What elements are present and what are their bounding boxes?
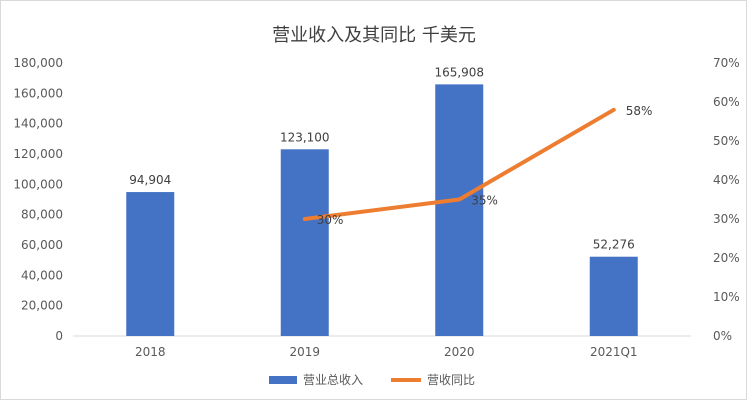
bar-data-label: 94,904 [129, 173, 171, 187]
right-axis-tick-label: 40% [713, 173, 740, 187]
left-y-axis: 0 20,000 40,000 60,000 80,000 100,000 120,000 1… [13, 56, 63, 343]
right-axis-tick-label: 50% [713, 134, 740, 148]
legend: 营业总收入 营收同比 [269, 373, 475, 387]
bar [589, 256, 638, 336]
right-axis-tick-label: 60% [713, 95, 740, 109]
x-axis-tick-label: 2019 [289, 345, 320, 359]
line-series: 30% 35% 58% [302, 104, 653, 227]
bar-data-label: 52,276 [593, 238, 635, 252]
bar-data-label: 165,908 [434, 65, 484, 79]
bar [435, 84, 484, 336]
left-axis-tick-label: 40,000 [21, 268, 63, 282]
x-axis-tick-label: 2018 [135, 345, 166, 359]
left-axis-tick-label: 80,000 [21, 208, 63, 222]
right-axis-tick-label: 0% [713, 329, 732, 343]
bar-data-label: 123,100 [280, 130, 330, 144]
bar [126, 192, 175, 336]
right-y-axis: 0% 10% 20% 30% 40% 50% 60% 70% [713, 56, 740, 343]
left-axis-tick-label: 180,000 [13, 56, 63, 70]
x-axis-tick-label: 2021Q1 [590, 345, 638, 359]
line-data-label: 35% [471, 194, 498, 208]
line-data-label: 30% [317, 213, 344, 227]
left-axis-tick-label: 100,000 [13, 177, 63, 191]
x-axis: 2018 2019 2020 2021Q1 [73, 335, 691, 359]
right-axis-tick-label: 10% [713, 290, 740, 304]
left-axis-tick-label: 0 [55, 329, 63, 343]
legend-bar-label: 营业总收入 [303, 373, 363, 387]
legend-line-label: 营收同比 [427, 373, 475, 387]
bar [280, 149, 329, 336]
legend-bar-swatch [269, 376, 297, 384]
left-axis-tick-label: 60,000 [21, 238, 63, 252]
chart-title: 营业收入及其同比 千美元 [272, 25, 476, 46]
right-axis-tick-label: 20% [713, 251, 740, 265]
left-axis-tick-label: 20,000 [21, 299, 63, 313]
line-data-label: 58% [626, 104, 653, 118]
left-axis-tick-label: 140,000 [13, 117, 63, 131]
x-axis-tick-label: 2020 [444, 345, 475, 359]
left-axis-tick-label: 160,000 [13, 86, 63, 100]
right-axis-tick-label: 30% [713, 212, 740, 226]
right-axis-tick-label: 70% [713, 56, 740, 70]
bar-series: 94,904 123,100 165,908 52,276 [126, 65, 638, 336]
left-axis-tick-label: 120,000 [13, 147, 63, 161]
line-path [302, 107, 616, 221]
